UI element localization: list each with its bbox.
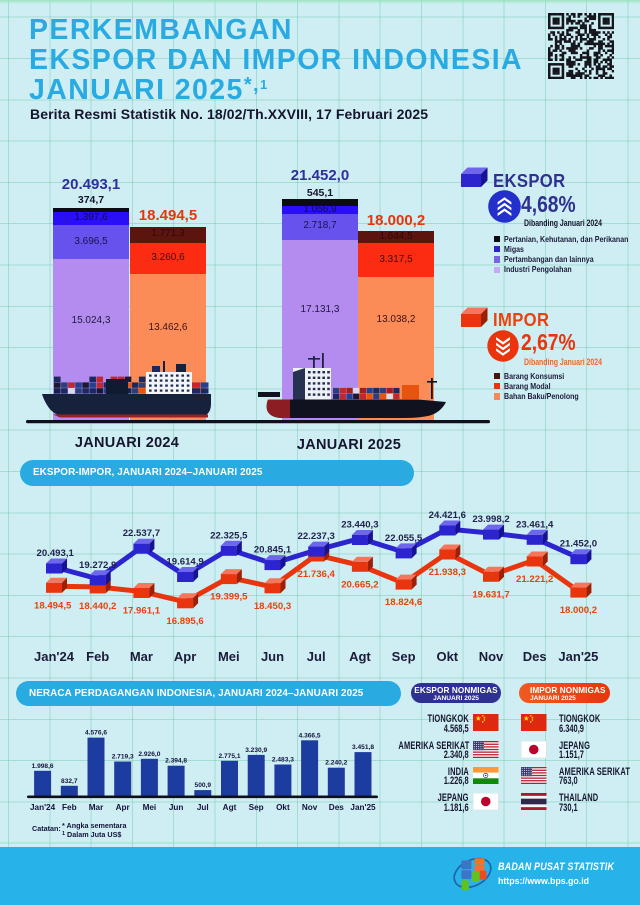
svg-text:2.719,3: 2.719,3 bbox=[112, 754, 134, 761]
svg-text:Agt: Agt bbox=[223, 803, 237, 812]
svg-text:23.440,3: 23.440,3 bbox=[341, 520, 378, 531]
svg-text:4.576,6: 4.576,6 bbox=[85, 730, 107, 737]
svg-text:22.055,5: 22.055,5 bbox=[385, 533, 423, 544]
svg-text:Mei: Mei bbox=[143, 803, 157, 812]
svg-text:Mar: Mar bbox=[89, 803, 104, 812]
svg-text:22.237,3: 22.237,3 bbox=[298, 531, 335, 542]
svg-text:Feb: Feb bbox=[62, 803, 77, 812]
svg-text:18.450,3: 18.450,3 bbox=[254, 601, 291, 612]
svg-text:4.366,5: 4.366,5 bbox=[299, 732, 321, 739]
svg-text:Jul: Jul bbox=[197, 803, 209, 812]
svg-text:Mei: Mei bbox=[218, 649, 240, 664]
svg-text:21.221,2: 21.221,2 bbox=[516, 574, 553, 585]
svg-text:Apr: Apr bbox=[174, 649, 196, 664]
svg-text:Okt: Okt bbox=[436, 649, 458, 664]
svg-text:Jan'24: Jan'24 bbox=[34, 649, 75, 664]
svg-text:2.483,3: 2.483,3 bbox=[272, 757, 294, 764]
svg-text:Sep: Sep bbox=[392, 649, 416, 664]
svg-text:Jul: Jul bbox=[307, 649, 326, 664]
svg-text:Des: Des bbox=[523, 649, 547, 664]
svg-text:16.895,6: 16.895,6 bbox=[166, 616, 203, 627]
svg-text:Jun: Jun bbox=[261, 649, 284, 664]
svg-text:500,9: 500,9 bbox=[195, 782, 212, 789]
svg-text:Feb: Feb bbox=[86, 649, 109, 664]
svg-text:Jan'25: Jan'25 bbox=[350, 803, 376, 812]
svg-text:Apr: Apr bbox=[116, 803, 131, 812]
svg-text:Nov: Nov bbox=[479, 649, 504, 664]
svg-text:22.537,7: 22.537,7 bbox=[123, 528, 160, 539]
svg-text:18.440,2: 18.440,2 bbox=[79, 601, 116, 612]
svg-text:Nov: Nov bbox=[302, 803, 318, 812]
svg-text:18.824,6: 18.824,6 bbox=[385, 597, 422, 608]
svg-text:3.451,8: 3.451,8 bbox=[352, 744, 374, 751]
svg-text:2.240,2: 2.240,2 bbox=[325, 760, 347, 767]
svg-text:21.736,4: 21.736,4 bbox=[298, 569, 336, 580]
svg-text:Des: Des bbox=[329, 803, 344, 812]
svg-text:3.230,9: 3.230,9 bbox=[245, 747, 267, 754]
svg-text:23.998,2: 23.998,2 bbox=[472, 514, 509, 525]
svg-text:18.494,5: 18.494,5 bbox=[34, 600, 72, 611]
svg-text:2.926,0: 2.926,0 bbox=[138, 751, 160, 758]
svg-text:18.000,2: 18.000,2 bbox=[560, 605, 597, 616]
svg-text:20.665,2: 20.665,2 bbox=[341, 579, 378, 590]
svg-text:Sep: Sep bbox=[249, 803, 264, 812]
svg-text:Mar: Mar bbox=[130, 649, 153, 664]
svg-text:20.845,1: 20.845,1 bbox=[254, 545, 292, 556]
svg-text:Jun: Jun bbox=[169, 803, 184, 812]
svg-text:19.399,5: 19.399,5 bbox=[210, 592, 248, 603]
svg-text:Agt: Agt bbox=[349, 649, 371, 664]
svg-text:21.938,3: 21.938,3 bbox=[429, 567, 466, 578]
svg-text:17.961,1: 17.961,1 bbox=[123, 606, 161, 617]
svg-text:2.394,8: 2.394,8 bbox=[165, 758, 187, 765]
svg-text:19.631,7: 19.631,7 bbox=[472, 589, 509, 600]
svg-text:19.272,9: 19.272,9 bbox=[79, 560, 116, 571]
svg-text:Jan'25: Jan'25 bbox=[558, 649, 598, 664]
svg-text:Okt: Okt bbox=[276, 803, 290, 812]
svg-text:23.461,4: 23.461,4 bbox=[516, 519, 554, 530]
svg-text:2.775,1: 2.775,1 bbox=[219, 753, 241, 760]
svg-text:20.493,1: 20.493,1 bbox=[37, 548, 75, 559]
svg-text:21.452,0: 21.452,0 bbox=[560, 539, 597, 550]
svg-text:22.325,5: 22.325,5 bbox=[210, 530, 248, 541]
svg-text:Jan'24: Jan'24 bbox=[30, 803, 56, 812]
svg-text:1.998,6: 1.998,6 bbox=[32, 763, 54, 770]
svg-text:24.421,6: 24.421,6 bbox=[429, 510, 466, 521]
svg-text:19.614,9: 19.614,9 bbox=[166, 557, 203, 568]
svg-text:832,7: 832,7 bbox=[61, 778, 78, 785]
